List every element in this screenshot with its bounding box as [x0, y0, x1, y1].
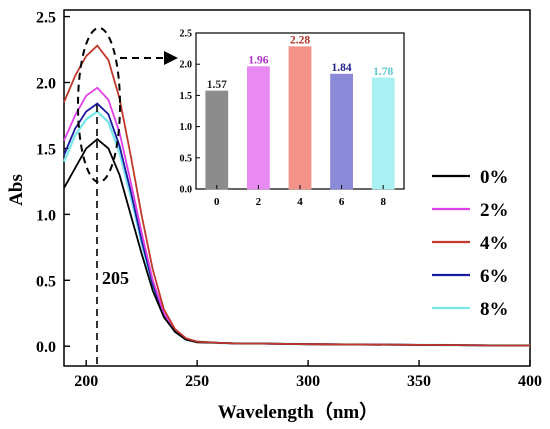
inset-bar [246, 66, 270, 190]
inset-bar [371, 77, 395, 190]
legend-label: 4% [480, 233, 509, 254]
inset-bar [288, 46, 312, 190]
inset-y-tick-label: 0.5 [180, 153, 193, 164]
arrow-head [164, 51, 178, 65]
inset-y-tick-label: 0.0 [180, 185, 193, 196]
inset-bar-value-label: 1.84 [332, 62, 352, 74]
inset-bar-value-label: 2.28 [290, 35, 310, 47]
y-tick-label: 0.0 [36, 339, 56, 356]
inset-x-tick-label: 4 [297, 196, 303, 208]
x-tick-label: 350 [407, 373, 431, 390]
y-tick-label: 2.5 [36, 10, 56, 27]
peak-highlight-ellipse [77, 27, 121, 183]
inset-x-tick-label: 2 [256, 196, 262, 208]
legend-label: 2% [480, 200, 509, 221]
x-tick-label: 250 [185, 373, 209, 390]
inset-y-tick-label: 1.0 [180, 122, 193, 133]
y-tick-label: 0.5 [36, 273, 56, 290]
x-tick-label: 200 [74, 373, 98, 390]
legend: 0% 2% 4% 6% 8% [432, 167, 509, 320]
y-tick-label: 2.0 [36, 76, 56, 93]
inset-bar-value-label: 1.96 [248, 55, 268, 67]
y-tick-label: 1.5 [36, 141, 56, 158]
main-axis-ticks: 200 250 300 350 400 0.0 0.5 1.0 1.5 2.0 2.5 [36, 10, 542, 390]
inset-y-tick-label: 1.5 [180, 91, 193, 102]
inset-y-tick-label: 2.5 [180, 29, 193, 40]
peak-wavelength-label: 205 [102, 268, 129, 288]
inset-x-tick-label: 8 [380, 196, 386, 208]
legend-label: 0% [480, 167, 509, 188]
inset-bar [330, 73, 354, 190]
x-tick-label: 400 [518, 373, 542, 390]
series-line-4pct [63, 44, 531, 347]
y-axis-title: Abs [6, 174, 27, 206]
inset-bar-value-label: 1.78 [373, 66, 393, 78]
inset-bar-value-label: 1.57 [207, 79, 227, 91]
inset-bar [205, 90, 229, 190]
legend-label: 6% [480, 266, 509, 287]
legend-label: 8% [480, 299, 509, 320]
x-tick-label: 300 [296, 373, 320, 390]
inset-bar-chart: 0.00.51.01.52.02.5 1.5701.9622.2841.8461… [180, 29, 405, 208]
inset-bars: 1.57 0 1.96 2 2.28 4 1.84 6 1.78 8 [205, 35, 395, 208]
inset-axis-ticks: 0.0 0.5 1.0 1.5 2.0 2.5 [180, 29, 200, 196]
x-axis-title: Wavelength（nm） [218, 400, 378, 423]
y-tick-label: 1.0 [36, 207, 56, 224]
inset-x-tick-label: 0 [214, 196, 220, 208]
inset-y-tick-label: 2.0 [180, 60, 193, 71]
inset-x-tick-label: 6 [339, 196, 345, 208]
